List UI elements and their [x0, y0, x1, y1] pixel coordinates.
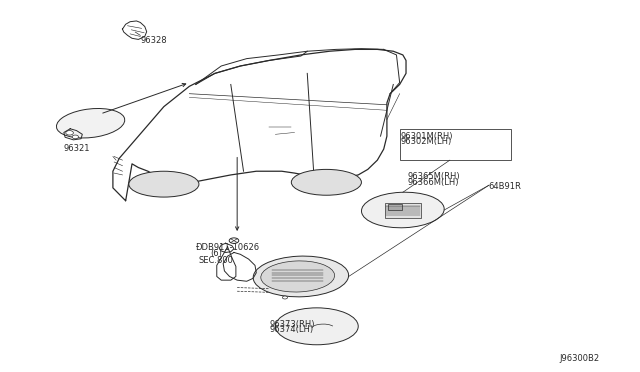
Ellipse shape [72, 135, 79, 139]
Ellipse shape [261, 261, 335, 292]
Ellipse shape [66, 131, 74, 135]
FancyBboxPatch shape [385, 203, 421, 218]
Bar [399, 129, 511, 160]
Text: 96366M(LH): 96366M(LH) [408, 177, 460, 186]
Ellipse shape [229, 238, 239, 243]
Text: (6): (6) [211, 249, 222, 258]
Text: SEC.800: SEC.800 [199, 256, 234, 265]
Ellipse shape [129, 171, 199, 197]
Ellipse shape [362, 192, 444, 228]
Ellipse shape [275, 308, 358, 345]
Ellipse shape [56, 109, 125, 138]
Text: 96373(RH): 96373(RH) [269, 320, 314, 328]
Text: ÐDB911-10626: ÐDB911-10626 [196, 243, 260, 252]
Text: 96301M(RH): 96301M(RH) [401, 132, 453, 141]
Text: 96302M(LH): 96302M(LH) [401, 137, 452, 146]
Text: 96365M(RH): 96365M(RH) [408, 172, 461, 181]
Text: 96374(LH): 96374(LH) [269, 325, 313, 334]
Text: 64B91R: 64B91R [489, 182, 522, 191]
Ellipse shape [291, 169, 362, 195]
FancyBboxPatch shape [388, 204, 402, 210]
Text: 96321: 96321 [64, 144, 90, 153]
Text: J96300B2: J96300B2 [559, 354, 599, 363]
Ellipse shape [253, 256, 349, 297]
Text: 96328: 96328 [140, 36, 167, 45]
Ellipse shape [282, 296, 287, 299]
